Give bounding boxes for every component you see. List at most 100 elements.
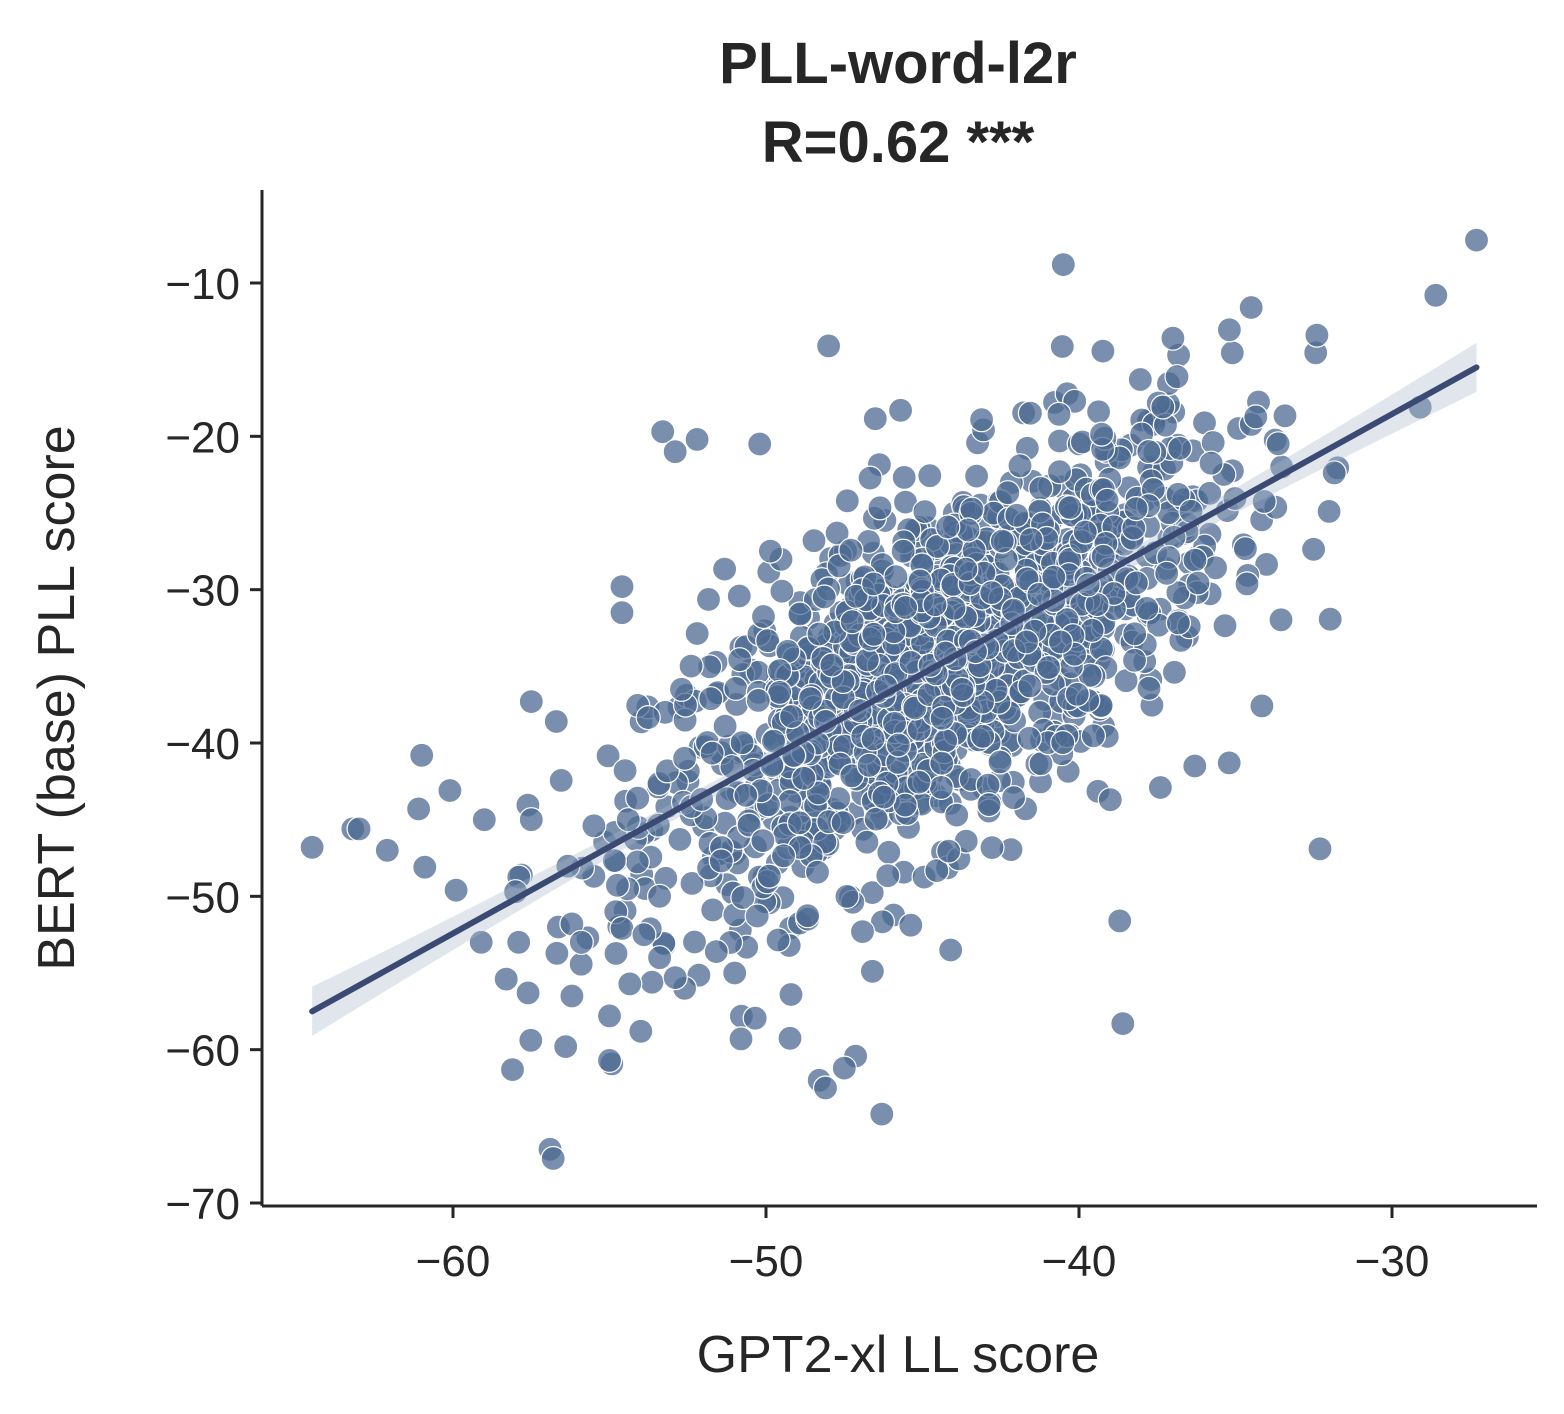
scatter-point [499,1056,526,1083]
scatter-point [624,849,650,875]
scatter-point [987,749,1013,775]
scatter-point [968,407,995,433]
scatter-point [871,784,897,810]
scatter-point [1300,536,1327,562]
scatter-point [1107,908,1133,934]
y-tick-label: −40 [165,720,240,769]
scatter-point [679,870,705,897]
scatter-point [518,688,544,715]
scatter-point [1316,498,1342,524]
scatter-point [924,533,951,560]
scatter-point [726,583,752,609]
scatter-point [892,594,919,621]
scatter-point [1304,322,1330,348]
scatter-point [1165,481,1191,507]
scatter-point [1041,564,1067,590]
scatter-point [765,927,791,953]
scatter-point [1321,460,1347,486]
scatter-point [1238,294,1264,321]
scatter-point [708,848,734,874]
scatter-point [777,788,803,815]
scatter-point [1013,629,1040,655]
scatter-point [374,837,400,863]
scatter-point [976,791,1002,818]
scatter-point [703,938,729,965]
y-ticks: −70 −60 −50 −40 −30 −20 −10 [165,260,262,1229]
scatter-point [493,966,519,992]
scatter-point [797,685,824,712]
scatter-point [1094,487,1120,513]
scatter-point [728,1026,754,1052]
scatter-point [863,806,889,832]
scatter-point [568,951,594,977]
scatter-point [631,922,657,948]
scatter-point [1216,750,1242,776]
scatter-point [1110,1010,1136,1037]
scatter-point [1004,502,1030,528]
scatter-point [604,872,631,898]
scatter-point [756,863,782,889]
scatter-point [787,601,813,627]
scatter-point [722,960,748,986]
scatter-point [1136,675,1162,701]
scatter-point [867,495,893,521]
scatter-point [1127,366,1153,393]
scatter-point [601,847,628,874]
scatter-point [979,579,1005,606]
scatter-point [944,802,970,828]
scatter-point [1216,317,1243,343]
scatter-point [757,538,784,564]
scatter-point [1072,519,1098,545]
y-tick-label: −30 [165,567,240,616]
scatter-point [711,556,738,582]
scatter-point [778,703,805,730]
y-tick-label: −70 [165,1180,240,1229]
scatter-point [681,929,708,955]
scatter-point [811,584,837,610]
scatter-point [1121,647,1148,673]
scatter-point [812,1075,839,1101]
scatter-point [831,1055,857,1081]
scatter-point [860,571,887,597]
scatter-point [409,742,435,768]
scatter-point [1154,560,1180,586]
scatter-point [938,937,964,963]
scatter-point [869,1101,895,1127]
scatter-point [443,877,469,903]
scatter-point [609,573,635,600]
scatter-point [979,834,1005,861]
scatter-point [770,843,797,869]
scatter-point [1136,438,1162,465]
scatter-point [553,1033,579,1060]
scatter-point [727,647,753,673]
scatter-point [742,1005,768,1031]
scatter-point [1272,403,1298,429]
scatter-point [777,1025,803,1051]
scatter-point [917,463,943,489]
scatter-point [890,538,916,564]
scatter-point [801,528,827,554]
scatter-point [733,782,759,808]
scatter-point [730,884,756,911]
scatter-point [1307,836,1333,862]
scatter-point [548,767,574,794]
scatter-point [883,564,909,590]
scatter-point [646,945,673,971]
scatter-point [876,839,902,865]
scatter-point [667,826,693,853]
scatter-points [299,227,1490,1172]
scatter-point [1198,450,1224,476]
scatter-point [1007,453,1033,479]
scatter-point [959,496,985,522]
scatter-point [1085,399,1112,425]
scatter-point [767,679,793,706]
x-tick-label: −60 [416,1237,491,1286]
scatter-point [1046,459,1073,485]
scatter-point [668,676,695,702]
scatter-point [609,600,635,626]
scatter-point [617,971,643,997]
scatter-point [881,710,908,736]
scatter-point [891,464,917,490]
scatter-point [745,687,771,714]
